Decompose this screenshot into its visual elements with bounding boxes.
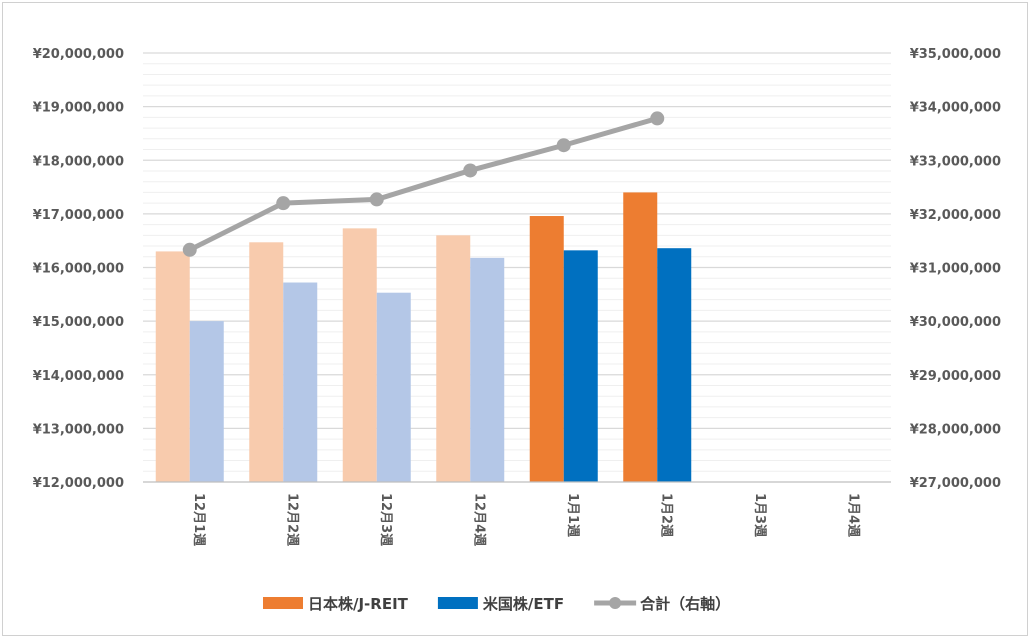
right-tick-label: ¥29,000,000 [910, 369, 1001, 384]
right-axis-ticks: ¥27,000,000 ¥28,000,000 ¥29,000,000 ¥30,000… [910, 47, 1001, 491]
right-tick-label: ¥27,000,000 [910, 476, 1001, 491]
left-tick-label: ¥18,000,000 [33, 154, 124, 169]
x-tick-label: 12月1週 [191, 493, 206, 546]
line-layer [182, 111, 665, 257]
left-tick-label: ¥17,000,000 [33, 208, 124, 223]
bar-japan-3 [342, 228, 377, 482]
bar-us-2 [283, 282, 318, 482]
x-tick-label: 1月2週 [658, 493, 673, 537]
left-tick-label: ¥19,000,000 [33, 101, 124, 116]
right-tick-label: ¥32,000,000 [910, 208, 1001, 223]
legend-swatch-us [437, 597, 478, 609]
left-tick-label: ¥20,000,000 [33, 47, 124, 62]
bar-japan-6 [623, 192, 658, 483]
bar-japan-4 [436, 235, 471, 482]
x-axis-ticks: 12月1週 12月2週 12月3週 12月4週 1月1週 1月2週 1月3週 1月4週 [191, 493, 861, 546]
total-point-1 [182, 242, 197, 257]
legend-label: 日本株/J-REIT [308, 595, 409, 613]
right-tick-label: ¥30,000,000 [910, 315, 1001, 330]
left-tick-label: ¥16,000,000 [33, 262, 124, 277]
right-tick-label: ¥33,000,000 [910, 154, 1001, 169]
total-line [188, 116, 658, 253]
right-tick-label: ¥34,000,000 [910, 101, 1001, 116]
legend-label: 米国株/ETF [483, 595, 564, 613]
bar-us-4 [470, 257, 505, 482]
x-tick-label: 1月3週 [752, 493, 767, 537]
legend-label: 合計（右軸） [639, 595, 730, 613]
bar-us-1 [189, 321, 224, 482]
total-point-4 [463, 163, 478, 178]
bar-us-6 [657, 248, 692, 482]
left-tick-label: ¥13,000,000 [33, 422, 124, 437]
right-tick-label: ¥31,000,000 [910, 262, 1001, 277]
x-tick-label: 12月4週 [471, 493, 486, 546]
bar-japan-5 [529, 216, 564, 482]
x-tick-label: 1月4週 [845, 493, 860, 537]
x-tick-label: 12月2週 [284, 493, 299, 546]
right-tick-label: ¥35,000,000 [910, 47, 1001, 62]
legend: 日本株/J-REIT 米国株/ETF 合計（右軸） [263, 595, 730, 613]
x-tick-label: 12月3週 [378, 493, 393, 546]
total-point-3 [369, 192, 384, 207]
left-tick-label: ¥12,000,000 [33, 476, 124, 491]
left-axis-ticks: ¥12,000,000 ¥13,000,000 ¥14,000,000 ¥15,000… [33, 47, 124, 491]
legend-swatch-total-marker [609, 597, 622, 609]
left-tick-label: ¥14,000,000 [33, 369, 124, 384]
total-point-6 [650, 111, 665, 126]
total-point-5 [556, 138, 571, 153]
bar-us-3 [376, 292, 411, 482]
bars-layer [155, 192, 692, 483]
legend-swatch-japan [263, 597, 303, 609]
bar-us-5 [563, 250, 598, 482]
left-tick-label: ¥15,000,000 [33, 315, 124, 330]
combo-chart: ¥12,000,000 ¥13,000,000 ¥14,000,000 ¥15,000… [33, 47, 1001, 613]
bar-japan-1 [155, 251, 190, 482]
right-tick-label: ¥28,000,000 [910, 422, 1001, 437]
x-tick-label: 1月1週 [565, 493, 580, 537]
total-point-2 [276, 196, 291, 211]
bar-japan-2 [249, 242, 284, 482]
